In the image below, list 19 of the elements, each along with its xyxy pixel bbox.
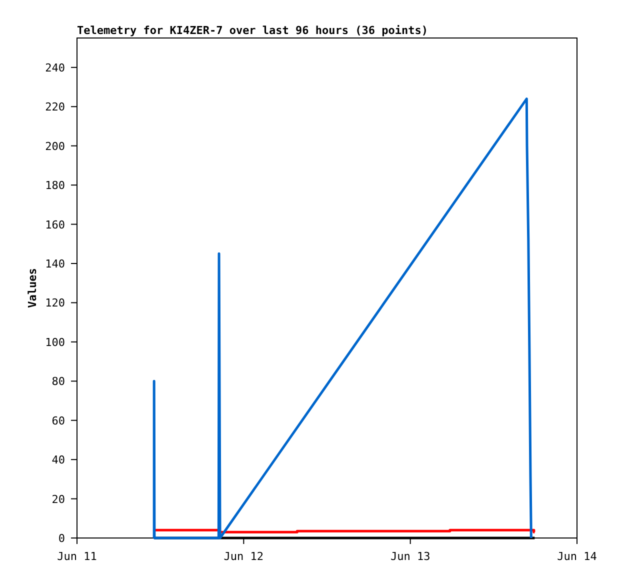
x-tick-label: Jun 13 xyxy=(390,550,430,563)
chart-title: Telemetry for KI4ZER-7 over last 96 hours (36 points) xyxy=(77,24,428,37)
y-tick-label: 80 xyxy=(52,375,65,388)
y-tick-label: 140 xyxy=(45,257,65,270)
y-tick-label: 40 xyxy=(52,454,65,467)
y-tick-label: 180 xyxy=(45,179,65,192)
y-axis-title: Values xyxy=(26,268,39,308)
y-tick-label: 120 xyxy=(45,296,65,310)
y-tick-label: 20 xyxy=(52,492,65,506)
x-tick-label: Jun 12 xyxy=(224,550,264,563)
y-tick-label: 160 xyxy=(45,218,65,232)
x-tick-label: Jun 14 xyxy=(557,550,598,563)
x-tick-label: Jun 11 xyxy=(57,550,97,563)
y-tick-label: 60 xyxy=(52,414,65,428)
y-tick-label: 0 xyxy=(58,532,65,545)
y-tick-label: 100 xyxy=(45,336,65,349)
y-tick-label: 220 xyxy=(45,100,65,114)
y-tick-label: 240 xyxy=(45,61,65,74)
y-tick-label: 200 xyxy=(45,140,65,153)
